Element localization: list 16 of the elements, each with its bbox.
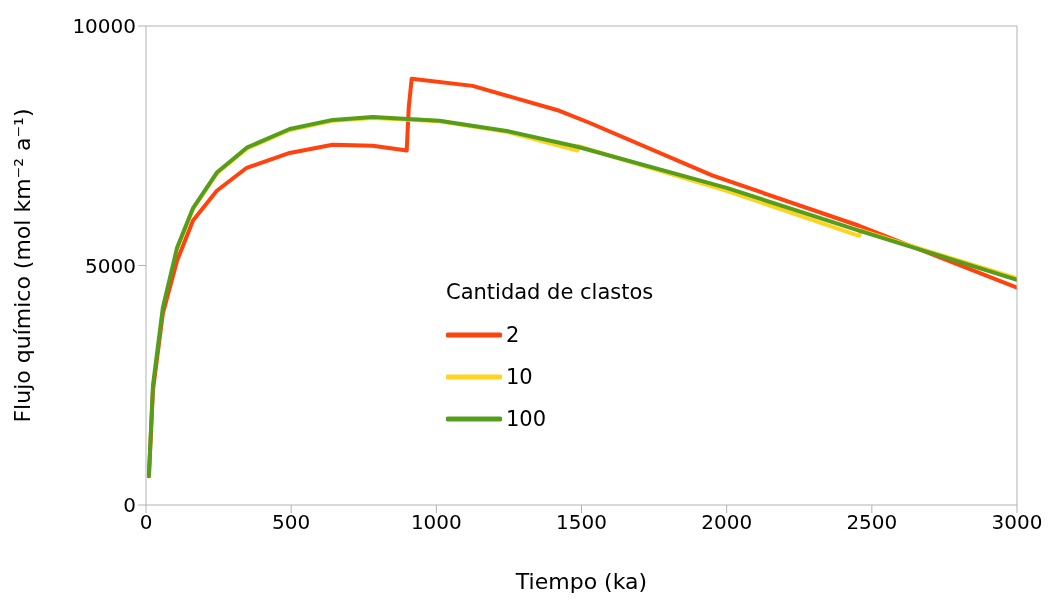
x-tick-label: 500 <box>272 510 311 535</box>
y-tick-label: 5000 <box>85 253 136 278</box>
y-axis-title: Flujo químico (mol km⁻² a⁻¹) <box>9 108 35 423</box>
legend-label: 2 <box>506 323 520 347</box>
y-tick-label: 10000 <box>72 14 136 39</box>
legend-label: 100 <box>506 407 547 431</box>
legend-title: Cantidad de clastos <box>446 280 654 304</box>
x-tick-label: 1500 <box>556 510 607 535</box>
legend-label: 10 <box>506 365 533 389</box>
x-tick-label: 2500 <box>846 510 898 535</box>
y-tick-label: 0 <box>123 493 136 518</box>
x-axis-title: Tiempo (ka) <box>514 569 648 594</box>
x-tick-label: 0 <box>139 510 153 535</box>
x-tick-label: 1000 <box>410 510 462 535</box>
x-tick-label: 2000 <box>701 510 753 535</box>
x-tick-label: 3000 <box>991 510 1043 535</box>
